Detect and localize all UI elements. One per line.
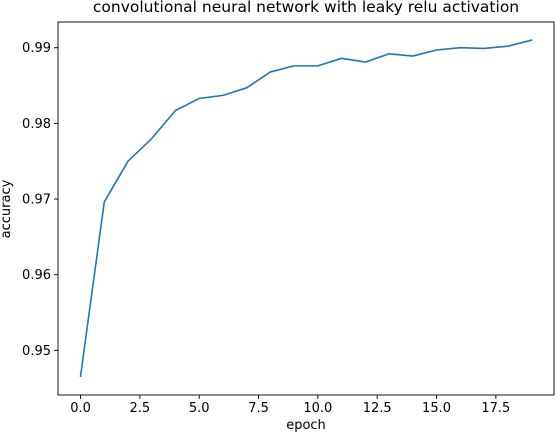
series-line-0 — [79, 39, 533, 377]
x-tick-label: 12.5 — [363, 401, 392, 416]
chart-title: convolutional neural network with leaky … — [93, 0, 519, 16]
y-tick-label: 0.98 — [22, 117, 51, 132]
y-tick-label: 0.99 — [22, 41, 51, 56]
plot-frame — [57, 21, 555, 396]
x-tick-label: 2.5 — [130, 401, 151, 416]
x-tick-label: 5.0 — [189, 401, 210, 416]
x-tick-label: 17.5 — [481, 401, 510, 416]
x-tick-label: 0.0 — [70, 401, 91, 416]
plot-area: 0.0 2.5 5.0 7.5 10.0 12.5 15.0 17.5 0.95 0.96 0.97… — [22, 21, 555, 416]
y-tick-label: 0.95 — [22, 344, 51, 359]
y-tick-label: 0.96 — [22, 268, 51, 283]
x-axis-label: epoch — [286, 418, 326, 433]
y-axis-label: accuracy — [0, 179, 14, 238]
x-tick-label: 10.0 — [303, 401, 332, 416]
x-tick-label: 15.0 — [422, 401, 451, 416]
y-tick-label: 0.97 — [22, 193, 51, 208]
x-tick-label: 7.5 — [248, 401, 269, 416]
